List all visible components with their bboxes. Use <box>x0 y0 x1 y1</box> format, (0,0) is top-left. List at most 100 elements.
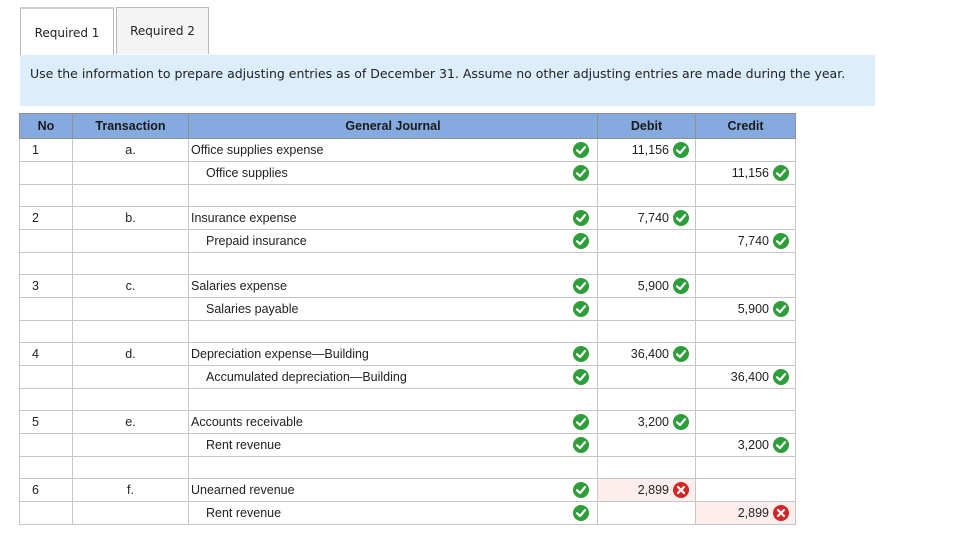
blank-cell[interactable] <box>597 388 696 411</box>
debit-amount: 3,200 <box>637 415 669 429</box>
debit-account-cell[interactable]: Depreciation expense—Building <box>188 342 565 366</box>
credit-amount-cell[interactable]: 5,900 <box>695 297 796 321</box>
blank-cell[interactable] <box>72 184 189 207</box>
blank-cell[interactable] <box>695 184 796 207</box>
debit-account-cell[interactable]: Accounts receivable <box>188 410 565 434</box>
debit-account-cell[interactable]: Insurance expense <box>188 206 565 230</box>
credit-amount-cell[interactable] <box>695 138 796 162</box>
blank-cell[interactable] <box>72 388 189 411</box>
debit-account-cell[interactable]: Office supplies expense <box>188 138 565 162</box>
debit-amount-cell[interactable]: 7,740 <box>597 206 696 230</box>
transaction-cell-blank[interactable] <box>72 501 189 525</box>
debit-amount-cell[interactable] <box>597 365 696 389</box>
blank-account-cell[interactable] <box>188 252 565 275</box>
credit-account-cell[interactable]: Office supplies <box>188 161 565 185</box>
credit-amount-cell[interactable] <box>695 274 796 298</box>
credit-account-cell[interactable]: Accumulated depreciation—Building <box>188 365 565 389</box>
account-status-cell <box>564 501 598 525</box>
transaction-cell-blank[interactable] <box>72 297 189 321</box>
spacer-row <box>19 388 796 411</box>
entry-no-blank <box>19 229 73 253</box>
debit-amount-cell[interactable] <box>597 433 696 457</box>
entry-no-blank <box>19 433 73 457</box>
blank-cell <box>564 184 598 207</box>
blank-cell[interactable] <box>72 252 189 275</box>
spacer-row <box>19 184 796 207</box>
transaction-cell[interactable]: a. <box>72 138 189 162</box>
blank-cell[interactable] <box>72 456 189 479</box>
transaction-cell-blank[interactable] <box>72 365 189 389</box>
debit-amount-cell[interactable] <box>597 229 696 253</box>
transaction-cell-blank[interactable] <box>72 229 189 253</box>
debit-amount-cell[interactable] <box>597 161 696 185</box>
credit-amount-cell[interactable]: 36,400 <box>695 365 796 389</box>
blank-cell[interactable] <box>695 252 796 275</box>
journal-table: No Transaction General Journal Debit Cre… <box>19 113 796 525</box>
header-general-journal: General Journal <box>188 113 598 139</box>
blank-account-cell[interactable] <box>188 320 565 343</box>
transaction-cell[interactable]: d. <box>72 342 189 366</box>
credit-amount-cell[interactable]: 3,200 <box>695 433 796 457</box>
debit-amount-cell[interactable]: 5,900 <box>597 274 696 298</box>
debit-account: Office supplies expense <box>191 143 324 157</box>
credit-account-cell[interactable]: Prepaid insurance <box>188 229 565 253</box>
credit-account: Rent revenue <box>206 506 282 520</box>
credit-account-cell[interactable]: Salaries payable <box>188 297 565 321</box>
blank-cell[interactable] <box>695 320 796 343</box>
transaction-cell[interactable]: c. <box>72 274 189 298</box>
debit-amount-cell[interactable]: 2,899 <box>597 478 696 502</box>
blank-cell[interactable] <box>695 388 796 411</box>
credit-account-cell[interactable]: Rent revenue <box>188 433 565 457</box>
entry-no: 1 <box>19 138 73 162</box>
blank-account-cell[interactable] <box>188 456 565 479</box>
credit-amount-cell[interactable] <box>695 478 796 502</box>
transaction-cell-blank[interactable] <box>72 161 189 185</box>
blank-cell[interactable] <box>597 252 696 275</box>
credit-account: Accumulated depreciation—Building <box>206 370 407 384</box>
account-check-icon <box>572 369 589 385</box>
debit-amount-cell[interactable] <box>597 501 696 525</box>
transaction-cell[interactable]: b. <box>72 206 189 230</box>
credit-amount-cell[interactable]: 11,156 <box>695 161 796 185</box>
credit-account-cell[interactable]: Rent revenue <box>188 501 565 525</box>
blank-cell[interactable] <box>72 320 189 343</box>
debit-amount-cell[interactable] <box>597 297 696 321</box>
debit-amount: 5,900 <box>637 279 669 293</box>
debit-amount-cell[interactable]: 11,156 <box>597 138 696 162</box>
tab-required-2[interactable]: Required 2 <box>116 7 209 54</box>
account-check-icon <box>572 414 589 430</box>
account-check-icon <box>572 437 589 453</box>
credit-amount-cell[interactable] <box>695 410 796 434</box>
account-check-icon <box>572 142 589 158</box>
table-row: Salaries payable 5,900 <box>19 297 796 321</box>
blank-account-cell[interactable] <box>188 388 565 411</box>
blank-cell[interactable] <box>597 184 696 207</box>
blank-cell[interactable] <box>597 456 696 479</box>
credit-amount-cell[interactable]: 2,899 <box>695 501 796 525</box>
account-check-icon <box>572 233 589 249</box>
credit-amount-cell[interactable] <box>695 342 796 366</box>
transaction-cell[interactable]: f. <box>72 478 189 502</box>
header-no: No <box>19 113 73 139</box>
blank-account-cell[interactable] <box>188 184 565 207</box>
debit-amount-cell[interactable]: 36,400 <box>597 342 696 366</box>
blank-cell <box>564 388 598 411</box>
debit-amount-cell[interactable]: 3,200 <box>597 410 696 434</box>
credit-account: Salaries payable <box>206 302 299 316</box>
blank-cell[interactable] <box>597 320 696 343</box>
credit-amount-cell[interactable]: 7,740 <box>695 229 796 253</box>
entry-no: 6 <box>19 478 73 502</box>
credit-amount: 3,200 <box>737 438 769 452</box>
credit-amount: 2,899 <box>737 506 769 520</box>
transaction-cell-blank[interactable] <box>72 433 189 457</box>
debit-account-cell[interactable]: Unearned revenue <box>188 478 565 502</box>
spacer-row <box>19 456 796 479</box>
credit-amount-cell[interactable] <box>695 206 796 230</box>
debit-account-cell[interactable]: Salaries expense <box>188 274 565 298</box>
blank-cell[interactable] <box>695 456 796 479</box>
transaction-cell[interactable]: e. <box>72 410 189 434</box>
tab-required-1[interactable]: Required 1 <box>20 7 114 56</box>
blank-cell <box>19 388 73 411</box>
credit-amount: 36,400 <box>730 370 769 384</box>
debit-check-icon <box>673 210 689 226</box>
